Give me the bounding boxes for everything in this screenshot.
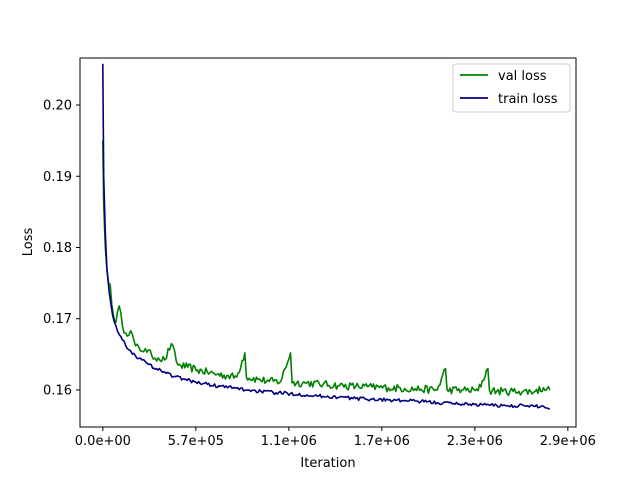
legend-box xyxy=(452,63,571,113)
series-line-train-loss xyxy=(102,63,551,410)
x-tick-label: 0.0e+00 xyxy=(75,434,131,449)
y-tick-label: 0.16 xyxy=(43,383,72,398)
y-tick-label: 0.20 xyxy=(43,99,72,114)
legend-label-val-loss: val loss xyxy=(498,69,547,84)
y-axis-ticks: 0.16 0.17 0.18 0.19 0.20 xyxy=(43,99,80,398)
x-tick-label: 5.7e+05 xyxy=(168,434,224,449)
y-axis-label: Loss xyxy=(21,228,36,257)
x-axis-label: Iteration xyxy=(300,456,355,471)
y-tick-label: 0.17 xyxy=(43,312,72,327)
series-line-val-loss xyxy=(102,140,551,397)
y-tick-label: 0.18 xyxy=(43,241,72,256)
y-tick-label: 0.19 xyxy=(43,170,72,185)
x-axis-ticks: 0.0e+00 5.7e+05 1.1e+06 1.7e+06 2.3e+06 2.9e+… xyxy=(75,427,596,449)
x-tick-label: 2.3e+06 xyxy=(447,434,503,449)
legend-label-train-loss: train loss xyxy=(498,92,558,107)
plot-area xyxy=(80,58,576,427)
x-tick-label: 1.1e+06 xyxy=(261,434,317,449)
x-tick-label: 1.7e+06 xyxy=(354,434,410,449)
plot-frame xyxy=(79,57,577,428)
x-tick-label: 2.9e+06 xyxy=(540,434,596,449)
series-layer xyxy=(102,63,551,410)
legend: val loss train loss xyxy=(452,63,571,113)
